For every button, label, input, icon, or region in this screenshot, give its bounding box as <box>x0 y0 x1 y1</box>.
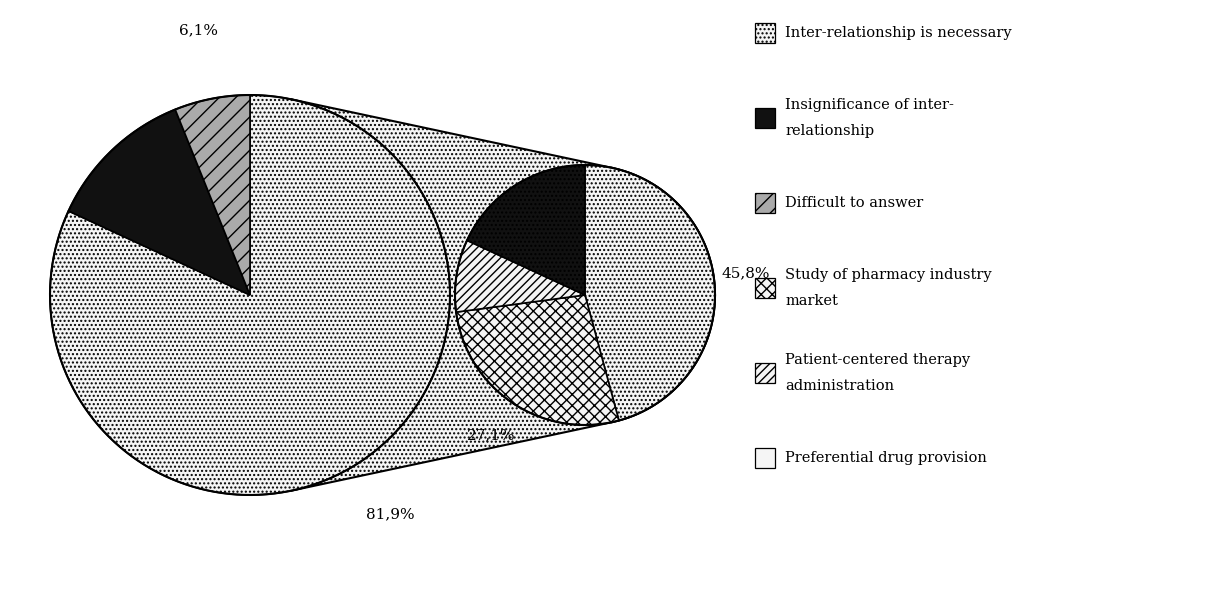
Text: administration: administration <box>785 379 894 393</box>
Text: 6,1%: 6,1% <box>179 23 218 37</box>
Polygon shape <box>456 295 619 425</box>
FancyBboxPatch shape <box>755 363 774 383</box>
Text: Patient-centered therapy: Patient-centered therapy <box>785 353 970 367</box>
Polygon shape <box>454 240 585 312</box>
Polygon shape <box>50 95 450 495</box>
FancyBboxPatch shape <box>755 23 774 43</box>
Text: 9,0%: 9,0% <box>399 263 438 276</box>
Text: Inter-relationship is necessary: Inter-relationship is necessary <box>785 26 1012 40</box>
Text: Difficult to answer: Difficult to answer <box>785 196 924 210</box>
Text: relationship: relationship <box>785 124 874 138</box>
Polygon shape <box>176 95 250 295</box>
Text: market: market <box>785 294 837 308</box>
Polygon shape <box>69 110 250 295</box>
Text: Study of pharmacy industry: Study of pharmacy industry <box>785 268 991 282</box>
Polygon shape <box>585 165 715 420</box>
Polygon shape <box>292 99 715 491</box>
FancyBboxPatch shape <box>755 448 774 468</box>
Polygon shape <box>467 165 585 295</box>
Text: 27,1%: 27,1% <box>467 429 515 443</box>
Text: 45,8%: 45,8% <box>722 267 771 281</box>
Text: Preferential drug provision: Preferential drug provision <box>785 451 987 465</box>
Text: Insignificance of inter-: Insignificance of inter- <box>785 98 954 112</box>
Text: 81,9%: 81,9% <box>366 507 415 521</box>
Polygon shape <box>292 99 715 491</box>
FancyBboxPatch shape <box>755 108 774 128</box>
FancyBboxPatch shape <box>755 193 774 213</box>
FancyBboxPatch shape <box>755 278 774 298</box>
